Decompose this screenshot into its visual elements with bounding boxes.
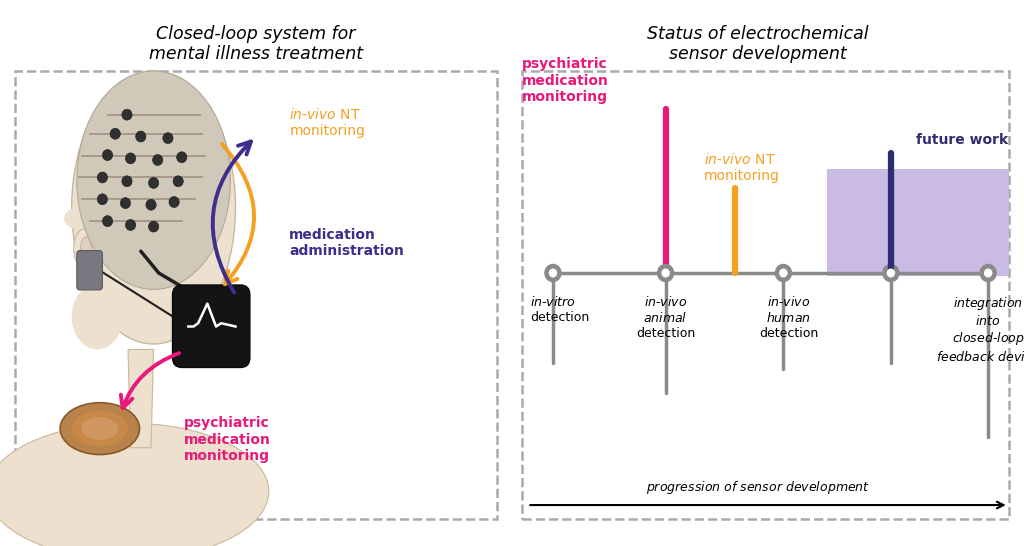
- Text: $\it{in}$-$\it{vitro}$
detection: $\it{in}$-$\it{vitro}$ detection: [530, 295, 589, 324]
- Text: psychiatric
medication
monitoring: psychiatric medication monitoring: [522, 57, 609, 104]
- FancyBboxPatch shape: [172, 285, 250, 367]
- Ellipse shape: [77, 71, 230, 289]
- Ellipse shape: [80, 237, 92, 260]
- Circle shape: [110, 128, 121, 139]
- FancyArrowPatch shape: [222, 144, 254, 284]
- Ellipse shape: [72, 71, 236, 344]
- Circle shape: [981, 265, 995, 281]
- Circle shape: [102, 150, 113, 161]
- Ellipse shape: [74, 229, 95, 268]
- Ellipse shape: [72, 284, 123, 349]
- Text: Closed-loop system for
mental illness treatment: Closed-loop system for mental illness tr…: [148, 25, 364, 63]
- Text: future work: future work: [916, 133, 1009, 147]
- Circle shape: [148, 177, 159, 188]
- Text: Status of electrochemical
sensor development: Status of electrochemical sensor develop…: [647, 25, 868, 63]
- Circle shape: [779, 269, 787, 277]
- Polygon shape: [128, 349, 154, 448]
- Ellipse shape: [60, 403, 139, 454]
- Circle shape: [153, 155, 163, 165]
- Circle shape: [176, 152, 186, 163]
- Circle shape: [984, 269, 992, 277]
- FancyBboxPatch shape: [77, 251, 102, 290]
- Text: $\it{in}$-$\it{vivo}$
$\it{animal}$
detection: $\it{in}$-$\it{vivo}$ $\it{animal}$ dete…: [636, 295, 695, 340]
- Text: $\it{progression\ of\ sensor\ development}$: $\it{progression\ of\ sensor\ developmen…: [646, 479, 869, 496]
- Text: $\it{integration}$
$\it{into}$
$\it{closed}$-$\it{loop}$
$\it{feedback\ device}$: $\it{integration}$ $\it{into}$ $\it{clos…: [936, 295, 1024, 364]
- Bar: [522, 71, 1009, 519]
- FancyArrowPatch shape: [121, 353, 179, 408]
- Text: $\it{in}$-$\it{vivo}$
$\it{human}$
detection: $\it{in}$-$\it{vivo}$ $\it{human}$ detec…: [759, 295, 818, 340]
- Circle shape: [887, 269, 895, 277]
- Circle shape: [549, 269, 557, 277]
- Circle shape: [169, 197, 179, 207]
- Bar: [15, 71, 497, 519]
- Circle shape: [121, 198, 131, 209]
- Circle shape: [145, 199, 156, 210]
- Circle shape: [122, 176, 132, 187]
- Text: medication
administration: medication administration: [289, 228, 404, 258]
- Circle shape: [883, 265, 899, 281]
- Circle shape: [662, 269, 670, 277]
- Ellipse shape: [82, 417, 119, 440]
- Text: $\it{in}$-$\it{vivo}$ NT
monitoring: $\it{in}$-$\it{vivo}$ NT monitoring: [289, 107, 366, 139]
- Circle shape: [148, 221, 159, 232]
- Ellipse shape: [72, 411, 128, 447]
- Circle shape: [102, 216, 113, 227]
- Circle shape: [125, 219, 135, 230]
- Ellipse shape: [63, 207, 95, 229]
- Circle shape: [776, 265, 791, 281]
- Text: $\it{in}$-$\it{vivo}$ NT
monitoring: $\it{in}$-$\it{vivo}$ NT monitoring: [705, 152, 780, 183]
- Circle shape: [125, 153, 135, 164]
- Circle shape: [658, 265, 674, 281]
- Circle shape: [97, 172, 108, 183]
- Circle shape: [135, 131, 146, 142]
- Circle shape: [546, 265, 561, 281]
- Circle shape: [97, 194, 108, 205]
- Circle shape: [122, 109, 132, 120]
- Circle shape: [173, 176, 183, 187]
- Circle shape: [163, 133, 173, 144]
- Ellipse shape: [0, 423, 268, 546]
- Bar: [827, 169, 1009, 276]
- Text: psychiatric
medication
monitoring: psychiatric medication monitoring: [184, 417, 271, 462]
- FancyArrowPatch shape: [213, 141, 251, 293]
